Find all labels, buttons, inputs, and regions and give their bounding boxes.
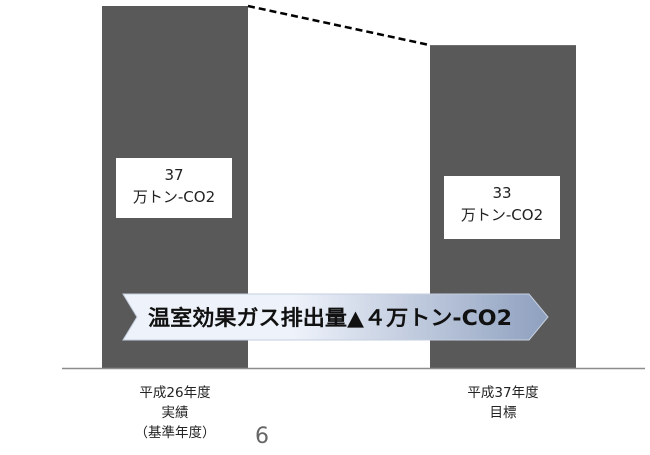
annotation-text: 温室効果ガス排出量▲４万トン-CO2 (148, 306, 512, 330)
category-label-line: 目標 (489, 405, 517, 421)
value-label-unit: 万トン-CO2 (461, 206, 543, 224)
value-label-box (444, 176, 560, 239)
value-label-unit: 万トン-CO2 (133, 188, 215, 206)
value-label-number: 37 (164, 166, 183, 184)
category-label-target: 平成37年度 目標 (433, 383, 573, 423)
value-label-number: 33 (492, 184, 511, 202)
connector-layer (247, 4, 431, 47)
page-number: 6 (255, 424, 269, 449)
value-labels-layer: 37 万トン-CO2 33 万トン-CO2 (116, 158, 560, 239)
annotation-arrow-shape (122, 293, 549, 341)
category-label-baseline: 平成26年度 実績 （基準年度） (105, 383, 245, 443)
value-label-box (116, 158, 232, 218)
category-label-line: 平成26年度 (139, 385, 211, 401)
dashed-connector-line (247, 4, 431, 47)
category-label-line: 実績 (161, 405, 189, 421)
annotation-arrow: 温室効果ガス排出量▲４万トン-CO2 (122, 293, 549, 341)
category-label-line: 平成37年度 (467, 385, 539, 401)
category-label-line: （基準年度） (134, 425, 216, 441)
